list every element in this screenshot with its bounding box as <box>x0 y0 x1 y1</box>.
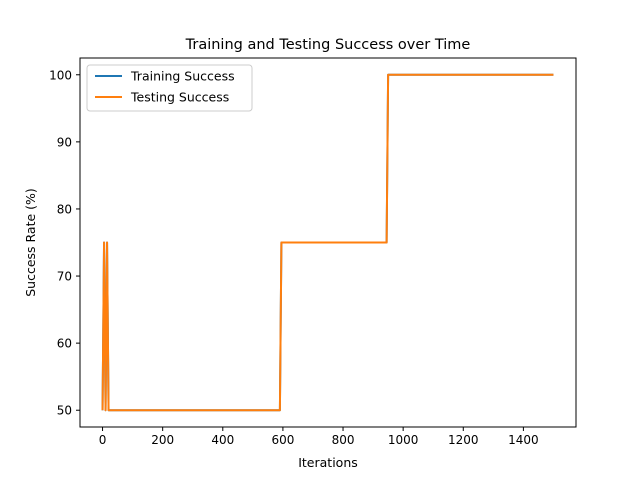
legend: Training Success Testing Success <box>86 64 253 112</box>
y-tick-label: 50 <box>57 404 72 418</box>
x-tick-label: 200 <box>151 433 174 447</box>
x-tick-label: 400 <box>211 433 234 447</box>
x-axis-label: Iterations <box>298 455 358 470</box>
legend-label-training: Training Success <box>130 69 235 84</box>
chart-title: Training and Testing Success over Time <box>185 37 471 53</box>
x-axis-ticks: 0 200 400 600 800 1000 1200 1400 <box>99 427 539 447</box>
y-tick-label: 80 <box>57 202 72 216</box>
plot-frame <box>79 57 577 428</box>
series-layer <box>101 73 554 412</box>
x-tick-label: 1000 <box>388 433 419 447</box>
legend-label-testing: Testing Success <box>130 90 229 105</box>
y-axis-ticks: 50 60 70 80 90 100 <box>49 68 80 418</box>
y-tick-label: 70 <box>57 270 72 284</box>
y-tick-label: 60 <box>57 337 72 351</box>
x-tick-label: 1400 <box>508 433 539 447</box>
series-line-testing <box>101 73 554 412</box>
x-tick-label: 600 <box>271 433 294 447</box>
y-tick-label: 100 <box>49 68 72 82</box>
x-tick-label: 0 <box>99 433 107 447</box>
x-tick-label: 800 <box>332 433 355 447</box>
x-tick-label: 1200 <box>448 433 479 447</box>
legend-box <box>86 64 253 112</box>
plot-area <box>79 57 577 428</box>
y-axis-label: Success Rate (%) <box>23 188 38 297</box>
y-tick-label: 90 <box>57 135 72 149</box>
